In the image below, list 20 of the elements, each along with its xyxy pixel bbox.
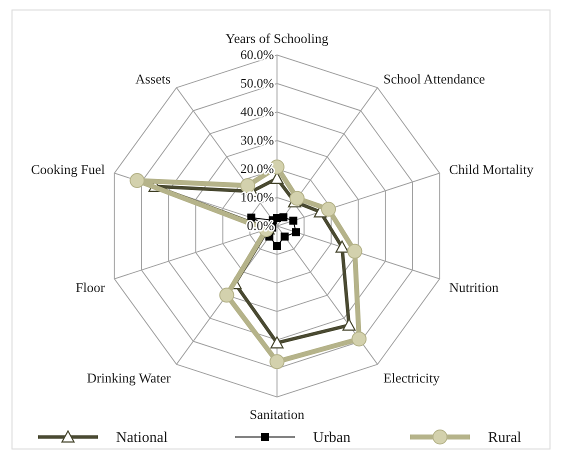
y-tick-label: 40.0%	[240, 104, 274, 119]
legend-label: Urban	[313, 430, 351, 446]
spoke-label: Electricity	[383, 370, 440, 386]
spoke-label: Sanitation	[250, 407, 305, 422]
y-tick-label: 0.0%	[246, 218, 274, 233]
legend-label: Rural	[488, 430, 522, 446]
spoke-label: Assets	[135, 72, 171, 87]
spoke-label: Floor	[76, 280, 106, 295]
y-tick-label: 60.0%	[240, 47, 274, 62]
spoke-label: Drinking Water	[86, 370, 172, 386]
legend-label: National	[116, 430, 168, 446]
spoke-label: Nutrition	[449, 280, 499, 295]
spoke-label: Cooking Fuel	[30, 162, 106, 178]
y-tick-label: 10.0%	[240, 190, 274, 204]
spoke-label: Child Mortality	[449, 162, 534, 178]
y-tick-label: 50.0%	[240, 76, 274, 90]
spoke-label: Years of Schooling	[226, 31, 329, 46]
y-tick-label: 30.0%	[240, 132, 274, 148]
y-tick-label: 20.0%	[240, 161, 274, 176]
spoke-label: School Attendance	[383, 72, 485, 87]
